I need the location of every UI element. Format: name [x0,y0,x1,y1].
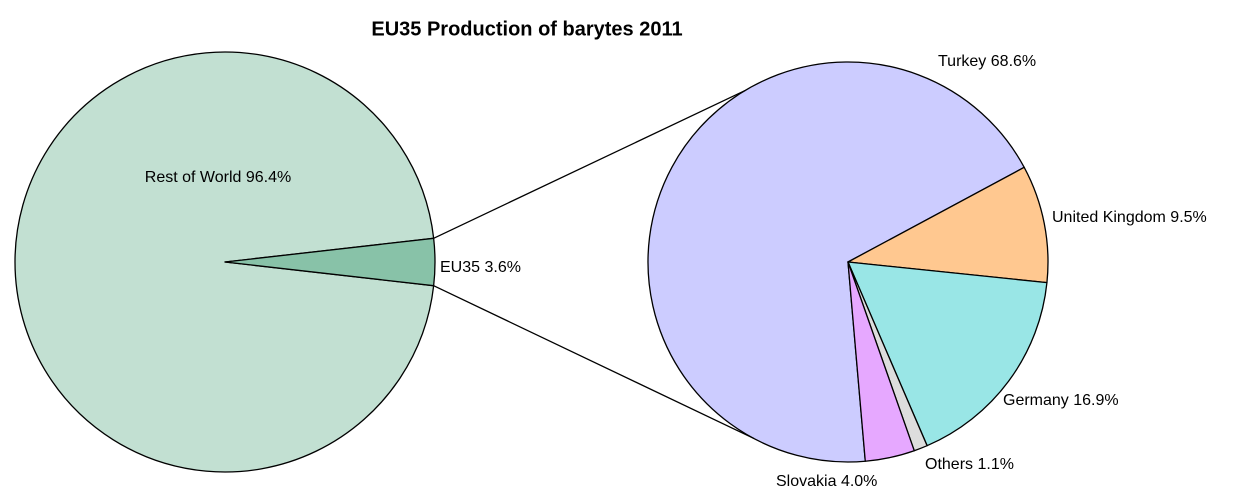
slice-name: Others [925,456,973,473]
slice-name: Germany [1003,392,1069,409]
pie-slice [14,51,435,473]
slice-label: EU35 3.6% [440,259,521,276]
slice-value: 16.9% [1073,392,1118,409]
slice-name: Slovakia [776,473,837,490]
slice-label: Germany 16.9% [1003,392,1119,409]
pie-slice [847,261,1048,447]
pie-slice [847,166,1049,284]
slice-name: United Kingdom [1052,209,1166,226]
slice-value: 96.4% [246,169,291,186]
slice-value: 9.5% [1170,209,1206,226]
slice-label: Slovakia 4.0% [776,473,877,490]
slice-value: 4.0% [841,473,877,490]
slice-label: United Kingdom 9.5% [1052,209,1207,226]
pie-slice [847,261,915,462]
chart-title: EU35 Production of barytes 2011 [371,18,682,40]
connector-line [433,89,746,239]
slice-value: 3.6% [484,259,520,276]
slice-name: EU35 [440,259,480,276]
slice-name: Turkey [938,53,986,70]
connector-line [433,285,755,440]
slice-label: Others 1.1% [925,456,1014,473]
slice-label: Turkey 68.6% [938,53,1036,70]
slice-value: 68.6% [991,53,1036,70]
slice-value: 1.1% [977,456,1013,473]
pie-slice [224,237,436,287]
slice-label: Rest of World 96.4% [145,169,291,186]
slice-name: Rest of World [145,169,242,186]
pie-slice [647,61,1025,463]
